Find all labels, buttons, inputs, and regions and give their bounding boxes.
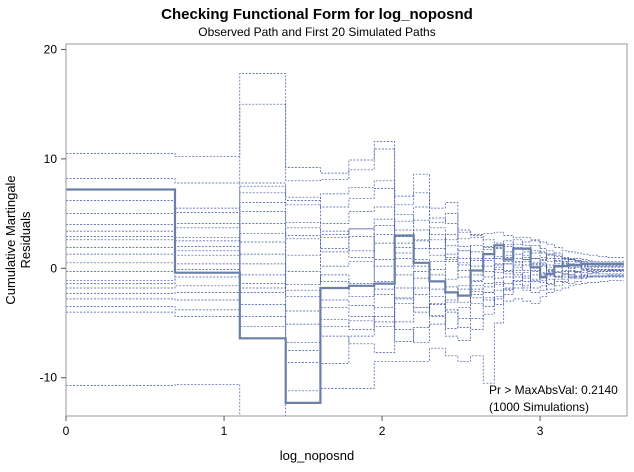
chart-subtitle: Observed Path and First 20 Simulated Pat…: [198, 25, 436, 39]
x-tick-label: 0: [63, 424, 70, 438]
simulated-paths: [66, 73, 624, 417]
simulations-annotation: (1000 Simulations): [489, 400, 589, 414]
axes: 0 1 2 3 -10 0 10 20: [40, 42, 544, 438]
simulated-path-19: [66, 258, 624, 364]
x-tick-label: 2: [379, 424, 386, 438]
y-tick-label: 20: [44, 42, 58, 56]
observed-path-line: [66, 188, 624, 404]
x-tick-label: 1: [221, 424, 228, 438]
plot-frame: [65, 43, 628, 417]
simulated-path-7: [66, 202, 624, 295]
simulated-path-4: [66, 180, 624, 274]
x-tick-label: 3: [537, 424, 544, 438]
simulated-path-1: [66, 73, 624, 258]
x-axis-label: log_noposnd: [279, 448, 355, 463]
simulated-path-18: [66, 219, 624, 351]
chart-title: Checking Functional Form for log_noposnd: [161, 6, 473, 23]
simulated-path-3: [66, 103, 624, 264]
y-tick-label: 10: [44, 152, 58, 166]
pvalue-annotation: Pr > MaxAbsVal: 0.2140: [489, 383, 618, 397]
observed-path: [66, 188, 624, 404]
simulated-path-14: [66, 234, 624, 327]
y-tick-label: 0: [50, 261, 57, 275]
y-tick-label: -10: [40, 371, 58, 385]
simulated-path-5: [66, 185, 624, 329]
simulated-path-10: [66, 232, 624, 313]
simulated-path-15: [66, 206, 624, 330]
